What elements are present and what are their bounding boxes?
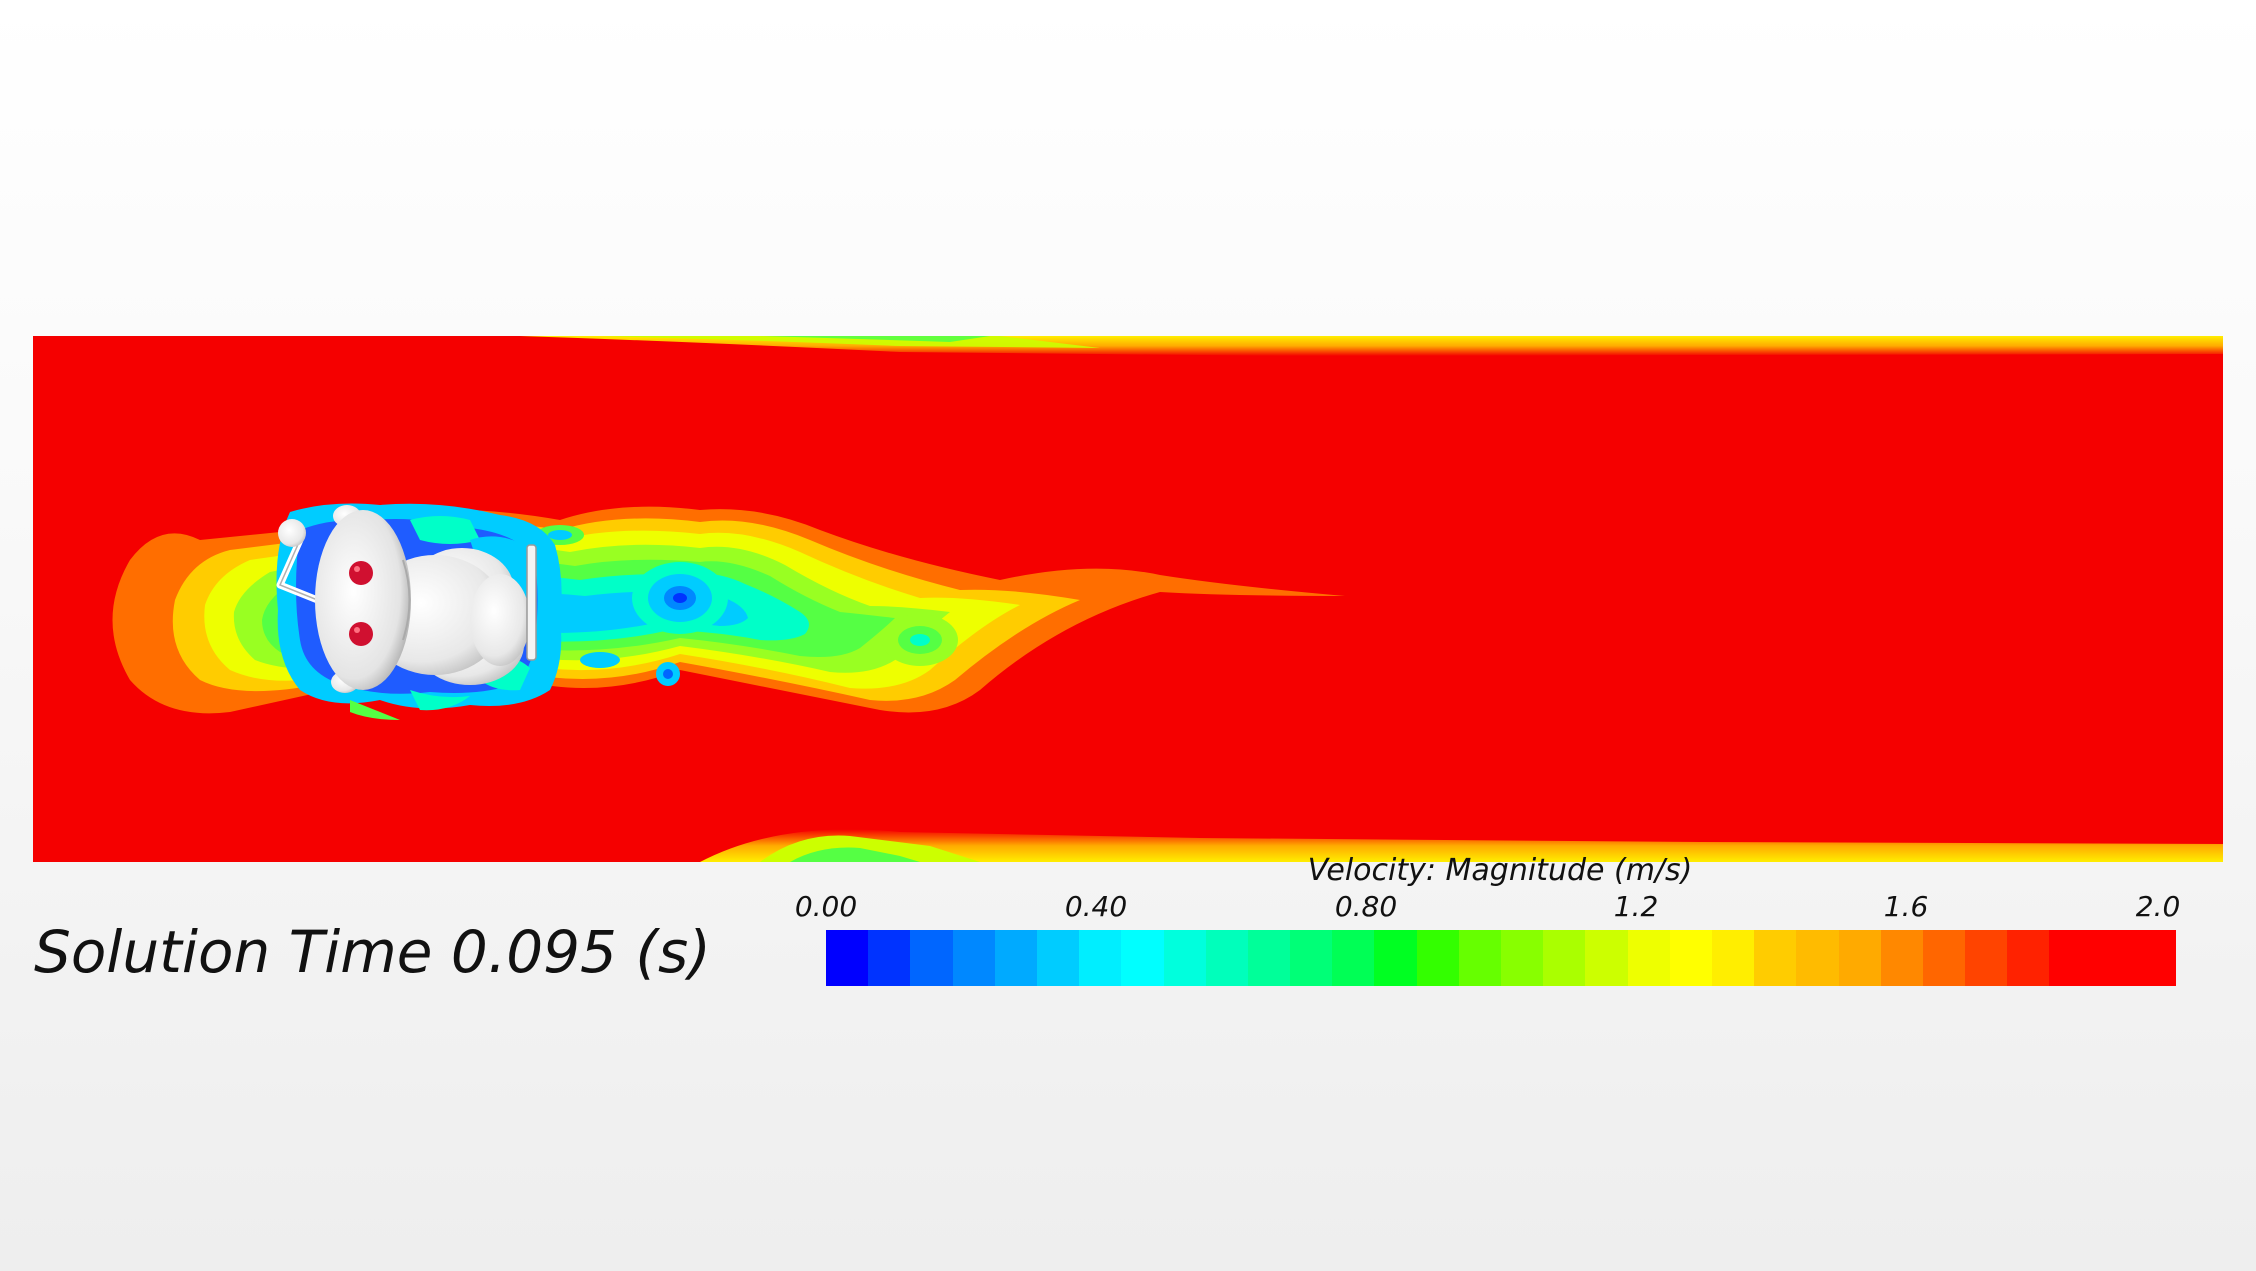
colorbar-swatch [1796, 930, 1839, 986]
colorbar-swatch [1711, 930, 1755, 986]
colorbar-swatch [1965, 930, 2008, 986]
colorbar-swatch [1501, 930, 1544, 986]
colorbar-tick-label: 0.40 [1064, 890, 1128, 923]
colorbar-swatch [1205, 930, 1248, 986]
right-eye [349, 622, 373, 646]
obstacle-body [276, 505, 537, 693]
left-eye [349, 561, 373, 585]
colorbar-swatch [994, 930, 1037, 986]
solution-time-label: Solution Time 0.095 (s) [34, 918, 711, 986]
colorbar-swatch [868, 930, 911, 986]
colorbar-swatch [2049, 930, 2092, 986]
colorbar-swatch [1036, 930, 1080, 986]
colorbar [826, 930, 2176, 986]
colorbar-swatch [910, 930, 953, 986]
colorbar-swatch [2133, 930, 2176, 986]
vortex-cores [400, 525, 958, 700]
colorbar-tick-label: 2.0 [2135, 890, 2181, 923]
boundary-layers [520, 336, 2223, 862]
colorbar-swatch [1290, 930, 1333, 986]
colorbar-swatch [1627, 930, 1670, 986]
colorbar-swatch [1163, 930, 1206, 986]
colorbar-tick-label: 1.6 [1883, 890, 1929, 923]
colorbar-swatch [1247, 930, 1291, 986]
colorbar-swatch [952, 930, 995, 986]
colorbar-swatch [2091, 930, 2134, 986]
colorbar-tick-label: 0.80 [1334, 890, 1398, 923]
colorbar-swatch [1880, 930, 1923, 986]
colorbar-tick-label: 0.00 [794, 890, 858, 923]
colorbar-swatch [1838, 930, 1881, 986]
colorbar-swatch [1669, 930, 1712, 986]
colorbar-swatch [1416, 930, 1459, 986]
colorbar-swatch [1543, 930, 1586, 986]
colorbar-swatch [2007, 930, 2050, 986]
colorbar-swatch [1585, 930, 1628, 986]
colorbar-swatch [1079, 930, 1122, 986]
colorbar-swatch [1121, 930, 1164, 986]
colorbar-tick-label: 1.2 [1613, 890, 1659, 923]
colorbar-swatch [1458, 930, 1501, 986]
colorbar-swatch [826, 930, 869, 986]
colorbar-swatch [1374, 930, 1417, 986]
colorbar-swatch [1332, 930, 1375, 986]
colorbar-swatch [1754, 930, 1797, 986]
colorbar-title: Velocity: Magnitude (m/s) [1307, 853, 1693, 888]
colorbar-swatch [1922, 930, 1966, 986]
